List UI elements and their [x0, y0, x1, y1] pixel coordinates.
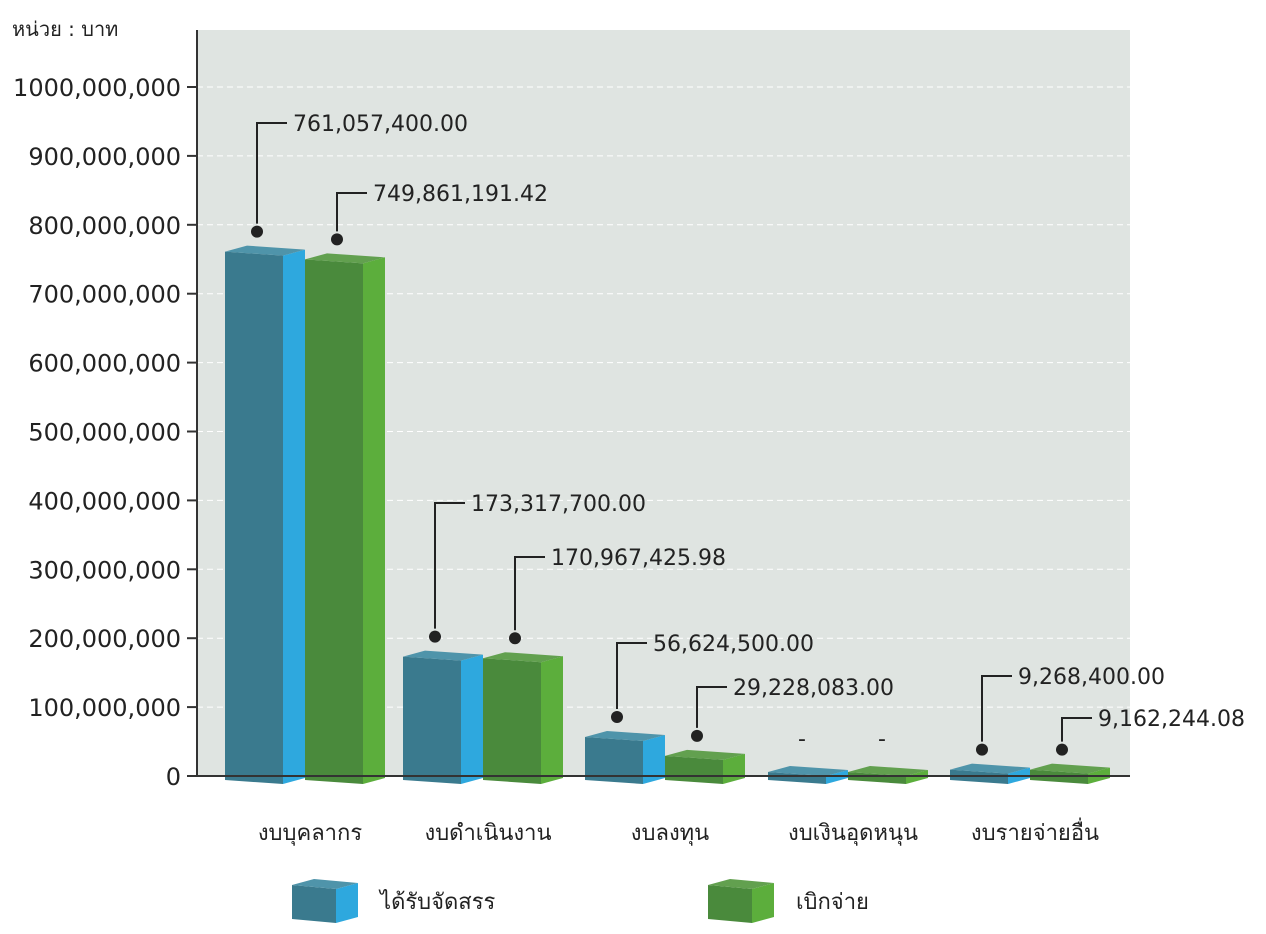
value-label-leader	[616, 642, 647, 709]
value-label: 173,317,700.00	[471, 492, 646, 517]
bar-side	[363, 257, 385, 784]
value-label-leader	[256, 122, 287, 224]
y-tick-label: 1000,000,000	[13, 74, 181, 102]
legend-swatch-side	[752, 883, 774, 923]
bar-top	[950, 763, 1030, 774]
value-label: 56,624,500.00	[653, 632, 814, 657]
x-tick-label: งบรายจ่ายอื่น	[971, 817, 1099, 846]
bar-side	[643, 734, 665, 784]
value-label-leader	[1061, 717, 1092, 742]
value-label-leader	[336, 192, 367, 232]
legend-label: ได้รับจัดสรร	[378, 889, 496, 915]
value-label-leader	[514, 556, 545, 631]
x-axis: งบบุคลากร งบดำเนินงาน งบลงทุน งบเงินอุดหนุน…	[197, 775, 1130, 846]
legend-label: เบิกจ่าย	[796, 890, 869, 915]
unit-label: หน่วย : บาท	[12, 17, 118, 41]
y-tick-label: 800,000,000	[28, 212, 181, 240]
bar-allocated	[585, 730, 665, 784]
bar-top	[305, 253, 385, 264]
bar-front	[585, 736, 643, 784]
value-label-dot	[1056, 743, 1068, 756]
bar-top	[848, 766, 928, 776]
legend-item: ได้รับจัดสรร	[292, 879, 496, 923]
y-tick-label: 0	[166, 763, 181, 791]
value-label-dot	[611, 710, 623, 723]
bar-allocated	[403, 650, 483, 784]
bars	[225, 245, 1110, 784]
y-tick-label: 900,000,000	[28, 143, 181, 171]
y-axis: หน่วย : บาท 0 100,000,000 200,000,000 300,00…	[12, 17, 198, 791]
value-label: 761,057,400.00	[293, 112, 468, 137]
bar-top	[483, 652, 563, 663]
bar-top	[665, 749, 745, 760]
legend-swatch-front	[708, 885, 752, 923]
bar-allocated	[225, 245, 305, 784]
y-tick-label: 200,000,000	[28, 625, 181, 653]
value-label-leader	[434, 502, 465, 629]
bar-top	[1030, 763, 1110, 774]
bar-front	[483, 658, 541, 784]
value-label: 9,268,400.00	[1018, 665, 1165, 690]
x-tick-label: งบบุคลากร	[258, 821, 363, 846]
value-label-dot	[976, 743, 988, 756]
bar-top	[585, 730, 665, 741]
value-label-leader	[981, 675, 1012, 742]
bar-disbursed	[483, 652, 563, 784]
bar-side	[541, 656, 563, 784]
bar-side	[283, 249, 305, 784]
value-label: 749,861,191.42	[373, 182, 548, 207]
value-label-dot	[251, 225, 263, 238]
value-label-dot	[331, 233, 343, 246]
legend: ได้รับจัดสรร เบิกจ่าย	[292, 879, 869, 923]
value-label: 29,228,083.00	[733, 676, 894, 701]
value-label-dash: -	[798, 727, 806, 752]
x-tick-label: งบเงินอุดหนุน	[788, 821, 918, 846]
bar-front	[305, 259, 363, 784]
x-tick-label: งบดำเนินงาน	[424, 821, 551, 846]
value-label-dot	[691, 729, 703, 742]
legend-swatch-front	[292, 885, 336, 923]
value-label-dot	[509, 632, 521, 645]
bar-top	[403, 650, 483, 661]
bar-side	[461, 654, 483, 784]
y-tick-label: 300,000,000	[28, 556, 181, 584]
value-label-dot	[429, 630, 441, 643]
value-label: 9,162,244.08	[1098, 707, 1245, 732]
y-tick-label: 700,000,000	[28, 281, 181, 309]
legend-swatch-top	[292, 879, 358, 889]
bar-front	[225, 251, 283, 784]
legend-swatch-top	[708, 879, 774, 889]
value-label: 170,967,425.98	[551, 546, 726, 571]
value-labels: 761,057,400.00 749,861,191.42 173,317,700.…	[251, 112, 1245, 756]
y-tick-label: 600,000,000	[28, 350, 181, 378]
legend-swatch-side	[336, 883, 358, 923]
y-tick-label: 500,000,000	[28, 419, 181, 447]
bar-top	[225, 245, 305, 256]
legend-item: เบิกจ่าย	[708, 879, 869, 923]
y-tick-label: 400,000,000	[28, 487, 181, 515]
value-label-leader	[696, 686, 727, 728]
bar-top	[768, 766, 848, 776]
bar-disbursed	[665, 749, 745, 784]
bar-front	[665, 755, 723, 784]
x-tick-label: งบลงทุน	[631, 821, 709, 846]
y-tick-label: 100,000,000	[28, 694, 181, 722]
bar-front	[403, 656, 461, 784]
bar-disbursed	[305, 253, 385, 784]
value-label-dash: -	[878, 727, 886, 752]
